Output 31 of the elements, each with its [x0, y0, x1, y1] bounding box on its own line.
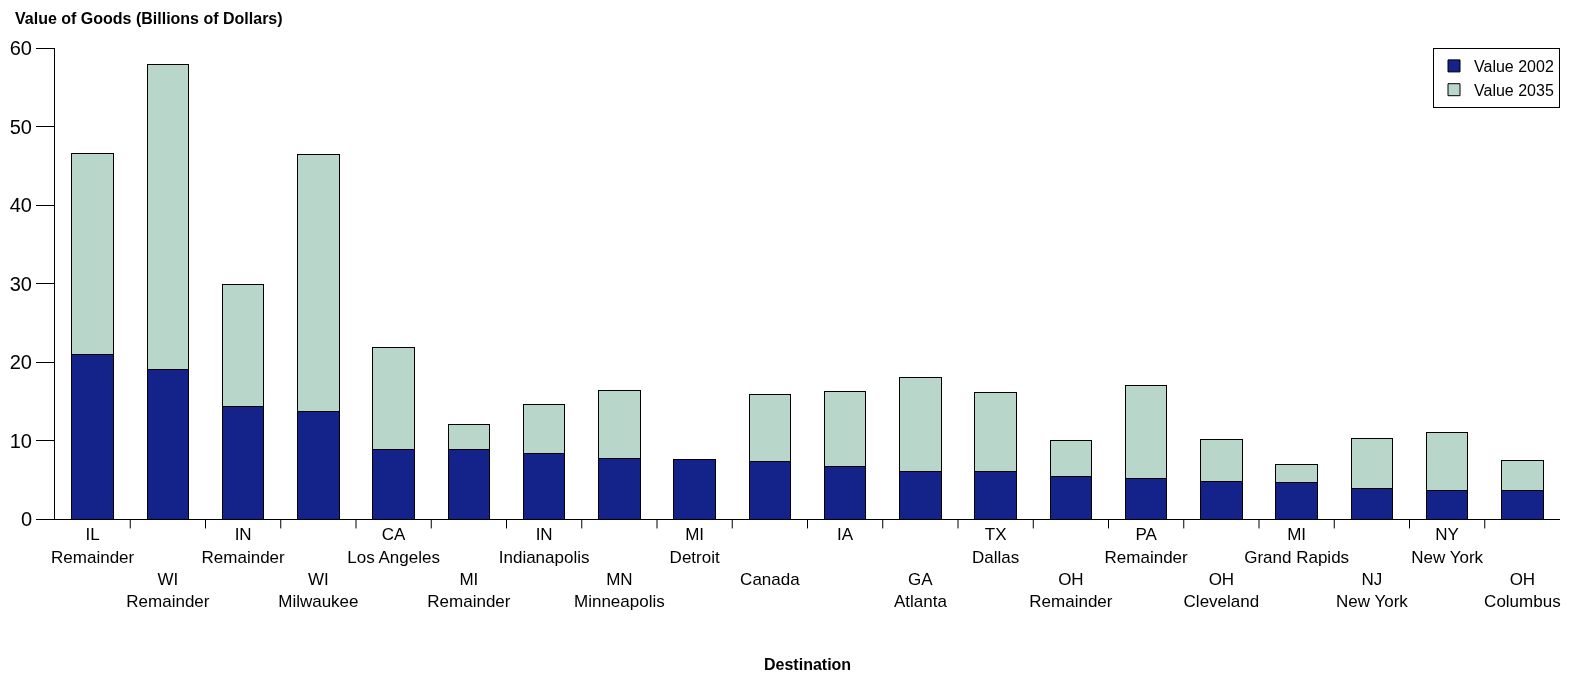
y-axis-title: Value of Goods (Billions of Dollars) [15, 10, 283, 27]
x-tick-label: GA Atlanta [893, 569, 948, 611]
x-tick-label: MN Minneapolis [574, 569, 665, 611]
x-tick-label: OH Cleveland [1183, 569, 1260, 611]
legend-label: Value 2002 [1474, 58, 1554, 76]
x-tick-label: WI Remainder [126, 569, 210, 611]
x-tick-label: OH Columbus [1484, 569, 1561, 611]
x-tick-label: NY New York [1411, 525, 1484, 567]
x-tick-label: MI Remainder [427, 569, 511, 611]
x-tick-label: IA [837, 525, 854, 545]
x-tick-label: Canada [740, 569, 801, 589]
x-tick-label: IL Remainder [51, 525, 135, 567]
y-tick-label: 40 [9, 194, 32, 216]
x-tick-label: WI Milwaukee [278, 569, 359, 611]
y-tick-label: 10 [9, 429, 32, 452]
y-tick-label: 30 [9, 272, 32, 295]
y-tick-label: 0 [20, 508, 32, 530]
x-tick-label: IN Remainder [201, 525, 286, 567]
x-tick-label: PA Remainder [1104, 525, 1189, 567]
legend-label: Value 2035 [1474, 81, 1554, 99]
y-tick-label: 20 [9, 351, 32, 373]
x-tick-label: MI Detroit [669, 525, 720, 567]
x-tick-label: CA Los Angeles [347, 525, 440, 567]
y-tick-label: 60 [9, 37, 32, 59]
x-tick-label: MI Grand Rapids [1244, 525, 1350, 567]
x-tick-label: IN Indianapolis [498, 525, 590, 567]
x-tick-label: TX Dallas [972, 525, 1020, 567]
x-axis-title: Destination [764, 656, 852, 673]
y-tick-label: 50 [9, 115, 32, 138]
x-tick-label: OH Remainder [1029, 569, 1113, 611]
x-tick-label: NJ New York [1335, 569, 1409, 611]
